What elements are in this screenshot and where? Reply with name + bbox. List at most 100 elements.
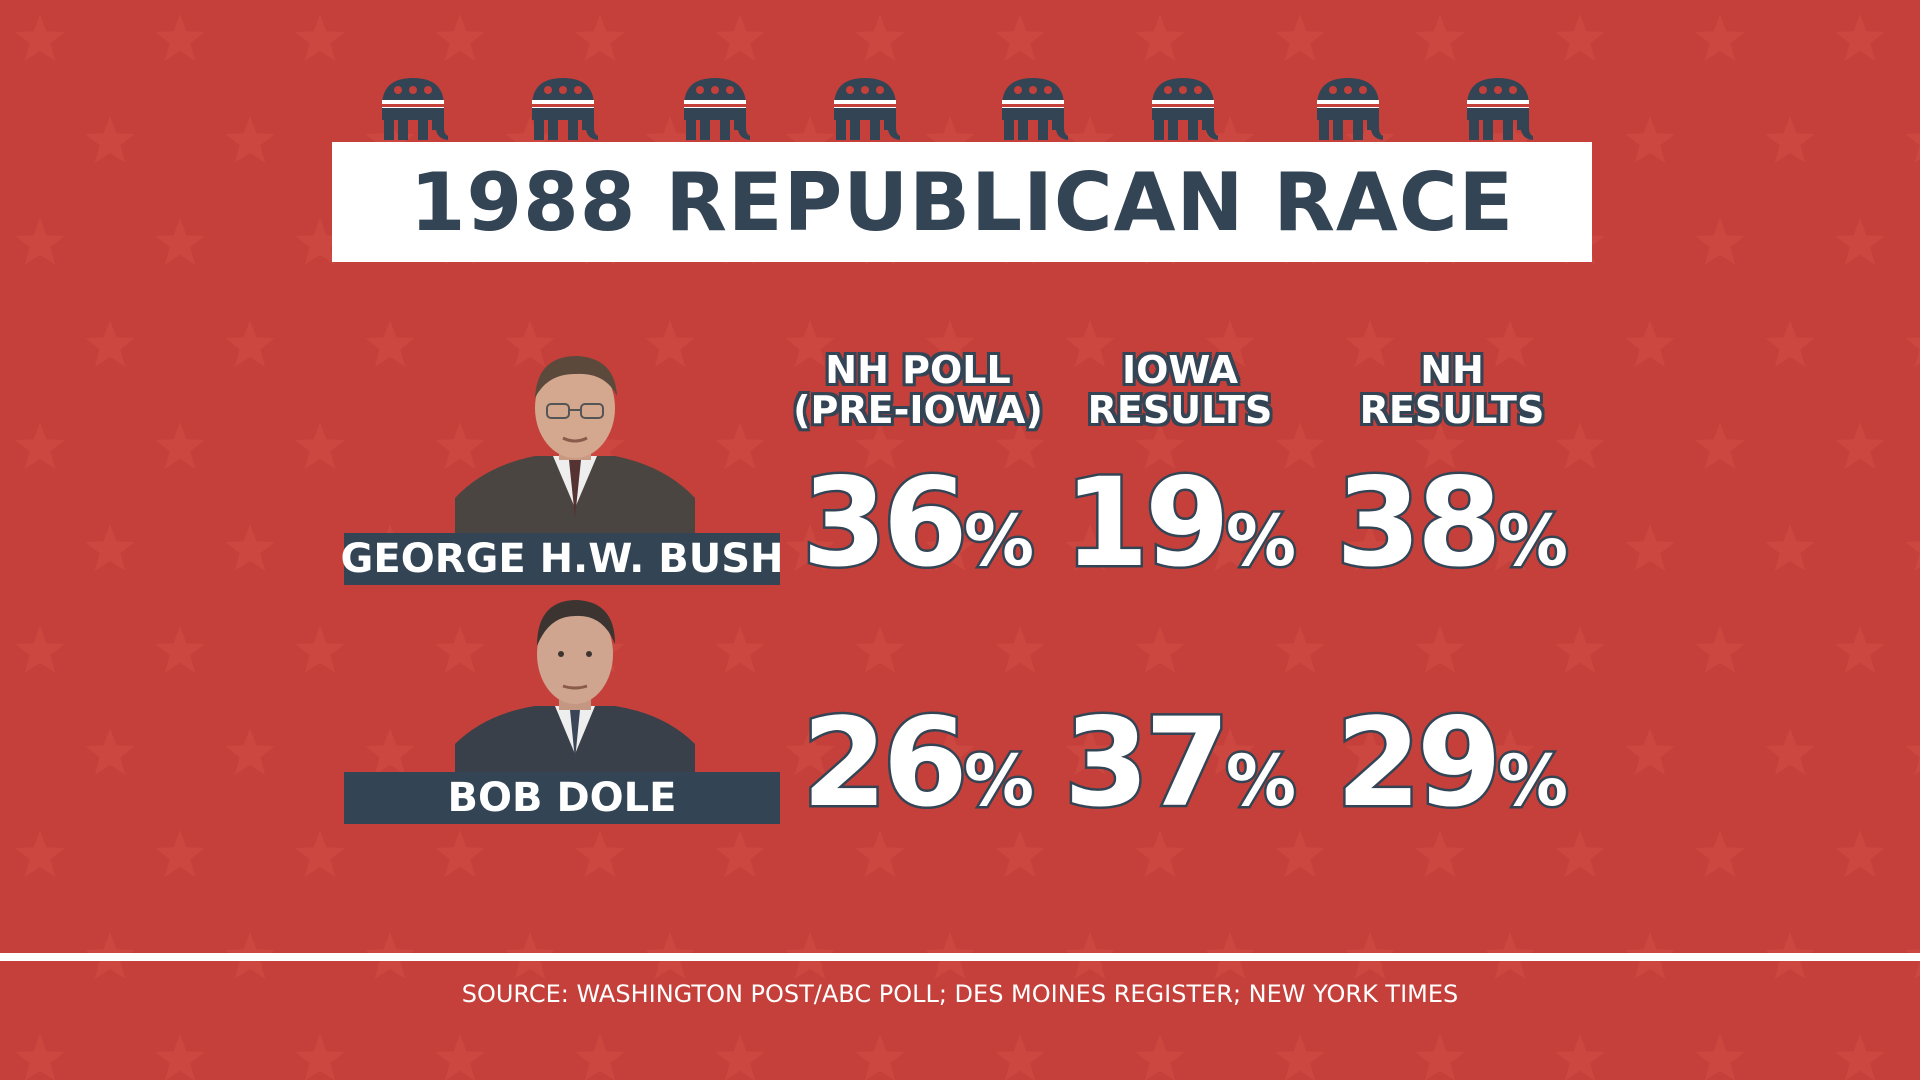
background-star <box>855 14 905 61</box>
value-number: 38 <box>1334 450 1505 597</box>
background-star <box>1555 830 1605 877</box>
value-number: 29 <box>1334 690 1505 837</box>
background-star <box>1415 830 1465 877</box>
page-title: 1988 REPUBLICAN RACE <box>409 155 1515 249</box>
background-star <box>1485 524 1535 571</box>
background-star <box>575 1034 625 1080</box>
background-star <box>1765 116 1815 163</box>
value-number: 19 <box>1062 450 1233 597</box>
candidate-name: GEORGE H.W. BUSH <box>340 536 784 582</box>
background-star <box>1065 728 1115 775</box>
background-star <box>1415 14 1465 61</box>
background-star <box>505 320 555 367</box>
background-star <box>1835 830 1885 877</box>
background-star <box>1765 524 1815 571</box>
background-star <box>1835 422 1885 469</box>
background-star <box>1275 626 1325 673</box>
background-star <box>1905 745 1920 775</box>
background-star <box>1625 524 1675 571</box>
background-star <box>1135 1034 1185 1080</box>
column-header-line1: NH POLL <box>825 348 1011 392</box>
background-star <box>1905 133 1920 163</box>
value-bush-nh-poll: 36% <box>778 450 1058 597</box>
background-star <box>155 626 205 673</box>
value-unit: % <box>961 498 1036 585</box>
background-star <box>1625 320 1675 367</box>
background-star <box>1415 626 1465 673</box>
background-star <box>1695 1034 1745 1080</box>
background-star <box>1065 524 1115 571</box>
background-star <box>925 524 975 571</box>
value-dole-iowa-results: 37% <box>1040 690 1320 837</box>
republican-elephant-icon <box>1313 74 1385 142</box>
background-star <box>925 320 975 367</box>
background-star <box>925 728 975 775</box>
background-star <box>1555 422 1605 469</box>
background-star <box>1135 626 1185 673</box>
background-star <box>15 626 65 673</box>
background-star <box>295 626 345 673</box>
title-banner: 1988 REPUBLICAN RACE <box>332 142 1592 262</box>
background-star <box>295 1034 345 1080</box>
background-star <box>155 1034 205 1080</box>
background-star <box>785 116 835 163</box>
background-star <box>85 116 135 163</box>
background-star <box>1205 320 1255 367</box>
column-header-line2: RESULTS <box>1087 388 1273 432</box>
value-number: 26 <box>800 690 971 837</box>
value-unit: % <box>1223 498 1298 585</box>
background-star <box>225 728 275 775</box>
background-star <box>925 116 975 163</box>
republican-elephant-icon <box>680 74 752 142</box>
background-star <box>155 218 205 265</box>
background-star <box>1345 524 1395 571</box>
background-star <box>1205 728 1255 775</box>
republican-elephant-icon <box>378 74 450 142</box>
column-header-line1: IOWA <box>1121 348 1239 392</box>
background-star <box>1695 830 1745 877</box>
background-star <box>85 524 135 571</box>
background-star <box>225 320 275 367</box>
background-star <box>1835 1034 1885 1080</box>
background-star <box>15 14 65 61</box>
candidate-name-label: GEORGE H.W. BUSH <box>341 533 783 585</box>
background-star <box>1485 728 1535 775</box>
background-star <box>435 14 485 61</box>
value-unit: % <box>961 738 1036 825</box>
background-star <box>715 14 765 61</box>
background-star <box>1275 830 1325 877</box>
background-star <box>855 422 905 469</box>
background-star <box>1415 1034 1465 1080</box>
candidate-name-label: BOB DOLE <box>344 772 780 824</box>
column-header-line2: RESULTS <box>1359 388 1545 432</box>
background-star <box>785 524 835 571</box>
background-star <box>155 422 205 469</box>
background-star <box>1415 422 1465 469</box>
background-star <box>785 728 835 775</box>
background-star <box>1905 337 1920 367</box>
footer-divider <box>0 953 1920 961</box>
column-header-iowa-results: IOWA RESULTS <box>1040 350 1320 430</box>
elephant-row <box>0 74 1920 144</box>
background-star <box>1765 728 1815 775</box>
background-star <box>435 1034 485 1080</box>
value-unit: % <box>1223 738 1298 825</box>
background-star <box>715 1034 765 1080</box>
background-star <box>85 728 135 775</box>
value-number: 36 <box>800 450 971 597</box>
background-star <box>995 14 1045 61</box>
background-star <box>1065 320 1115 367</box>
background-star <box>225 524 275 571</box>
background-star <box>435 626 485 673</box>
background-star <box>435 830 485 877</box>
background-star <box>855 626 905 673</box>
background-star <box>715 626 765 673</box>
background-star <box>435 422 485 469</box>
value-number: 37 <box>1062 690 1233 837</box>
background-star <box>1345 116 1395 163</box>
background-star <box>365 728 415 775</box>
background-star <box>1765 320 1815 367</box>
background-star <box>1695 626 1745 673</box>
republican-elephant-icon <box>1463 74 1535 142</box>
column-header-line1: NH <box>1420 348 1484 392</box>
